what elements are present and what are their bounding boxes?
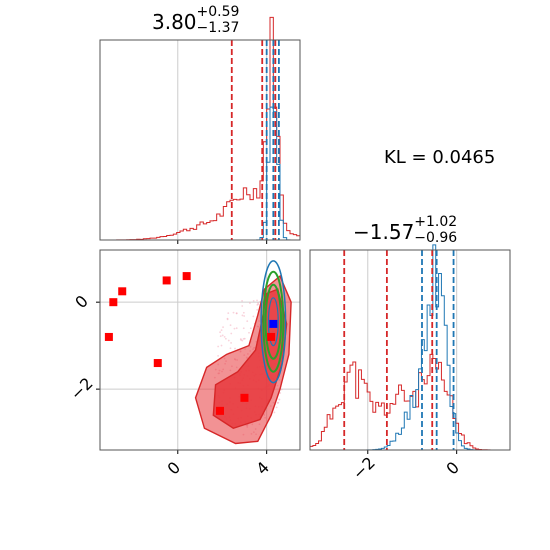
sample-dot <box>220 329 223 332</box>
marker-red <box>109 298 118 307</box>
sample-dot <box>219 335 222 338</box>
sample-dot <box>241 305 244 307</box>
panel-frame <box>99 39 301 241</box>
marker-red <box>162 276 171 285</box>
sample-dot <box>221 334 224 337</box>
joint-panel: 0 4 0 −2 <box>67 249 301 479</box>
kl-divergence-label: KL = 0.0465 <box>384 147 496 168</box>
marker-red <box>104 332 113 341</box>
sample-dot <box>256 308 259 311</box>
sample-dot <box>226 317 229 320</box>
marker-red <box>240 393 249 402</box>
x-tick-label: 0 <box>442 458 463 479</box>
x-tick-label: 0 <box>164 458 185 479</box>
sample-dot <box>246 320 249 323</box>
sample-dot <box>273 411 276 414</box>
sample-dot <box>227 312 230 315</box>
sample-dot <box>279 392 282 394</box>
param1-median: 3.80 <box>152 10 197 34</box>
marker-red <box>182 272 191 281</box>
sample-dot <box>252 299 255 302</box>
sample-dot <box>240 339 242 341</box>
histogram-blue <box>100 106 300 241</box>
panel-frame <box>309 249 511 451</box>
param1-lower-error: −1.37 <box>196 20 240 36</box>
marginal-panel-param1 <box>99 16 301 244</box>
sample-dot <box>217 354 220 357</box>
param2-lower-error: −0.96 <box>414 230 458 246</box>
param1-title: 3.80 +0.59 −1.37 <box>152 4 239 36</box>
contour-ellipse <box>262 270 285 373</box>
sample-dot <box>242 311 245 314</box>
sample-dot <box>222 326 224 329</box>
x-tick-label: −2 <box>349 453 379 483</box>
sample-dot <box>220 344 223 347</box>
contour-ellipse <box>260 260 287 384</box>
sample-dot <box>249 302 251 304</box>
sample-dot <box>256 299 258 302</box>
sample-dot <box>257 302 259 304</box>
marker-red <box>153 359 162 368</box>
marginal-panel-param2: −2 0 <box>309 244 511 483</box>
sample-dot <box>248 331 250 334</box>
panel-frame <box>99 249 301 451</box>
sample-dot <box>241 299 243 302</box>
sample-dot <box>243 315 246 317</box>
sample-dot <box>229 347 232 350</box>
sample-dot <box>235 312 238 315</box>
histogram-blue <box>310 244 510 451</box>
sample-dot <box>249 327 252 330</box>
marker-red <box>118 287 127 296</box>
marker-blue <box>269 319 278 328</box>
x-tick-label: 4 <box>252 458 273 479</box>
contour-ellipse <box>267 297 279 347</box>
sample-dot <box>230 332 233 335</box>
sample-dot <box>280 388 283 391</box>
sample-dot <box>223 335 226 338</box>
sample-dot <box>229 324 232 327</box>
sample-dot <box>230 342 232 344</box>
sample-dot <box>227 339 230 342</box>
param2-upper-error: +1.02 <box>414 214 458 230</box>
sample-dot <box>252 315 255 318</box>
sample-dot <box>278 398 281 401</box>
sample-dot <box>232 311 235 314</box>
sample-dot <box>233 327 236 330</box>
contour-ellipse <box>264 283 283 360</box>
sample-dot <box>242 337 245 340</box>
sample-dot <box>217 345 220 348</box>
y-tick-label: −2 <box>67 374 97 404</box>
y-tick-label: 0 <box>71 292 92 313</box>
param2-title: −1.57 +1.02 −0.96 <box>353 214 457 246</box>
sample-dot <box>224 337 227 340</box>
sample-dot <box>234 347 236 350</box>
sample-dot <box>219 331 221 334</box>
param2-median: −1.57 <box>353 220 415 244</box>
sample-dot <box>242 327 245 330</box>
marker-red <box>267 332 276 341</box>
sample-dot <box>276 402 279 404</box>
marker-red <box>216 406 224 415</box>
sample-dot <box>275 406 278 409</box>
sample-dot <box>241 314 244 317</box>
param1-upper-error: +0.59 <box>196 4 240 20</box>
sample-dot <box>235 327 238 330</box>
